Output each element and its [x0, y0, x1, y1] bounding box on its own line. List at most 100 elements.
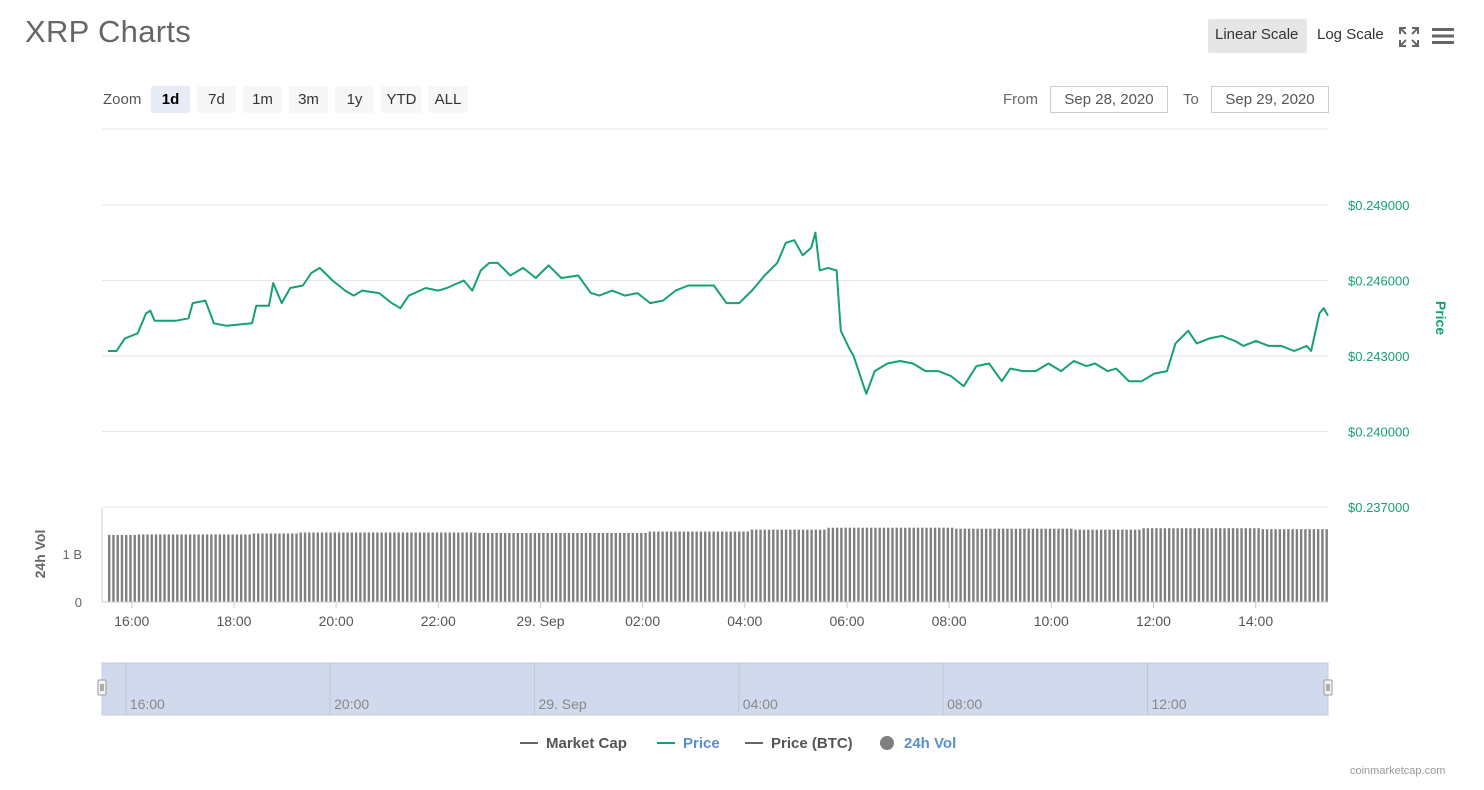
zoom-1m-button[interactable]: 1m: [243, 86, 282, 113]
volume-bar: [482, 533, 486, 602]
hamburger-menu-icon[interactable]: [1431, 25, 1455, 47]
volume-bar: [835, 527, 839, 602]
volume-bar: [806, 529, 809, 602]
volume-bar: [963, 528, 967, 602]
volume-bar: [286, 533, 290, 602]
linear-scale-button[interactable]: Linear Scale: [1208, 19, 1307, 53]
volume-bar: [1193, 528, 1196, 602]
zoom-1y-button[interactable]: 1y: [335, 86, 374, 113]
volume-bar: [1214, 528, 1218, 602]
volume-bar: [508, 533, 511, 602]
volume-bar: [1078, 529, 1081, 602]
zoom-3m-button[interactable]: 3m: [289, 86, 328, 113]
volume-bar: [154, 534, 158, 602]
volume-bar: [295, 533, 298, 602]
volume-bar: [325, 532, 328, 602]
volume-bar: [350, 532, 354, 602]
volume-bar: [1325, 529, 1328, 602]
volume-bar: [239, 534, 243, 602]
volume-bar: [891, 527, 894, 602]
navigator-range[interactable]: [101, 662, 1329, 716]
volume-bar: [440, 532, 443, 602]
legend-swatch-icon: [745, 742, 763, 745]
log-scale-button[interactable]: Log Scale: [1317, 26, 1384, 43]
volume-bar: [652, 531, 656, 602]
volume-bar: [929, 527, 932, 602]
volume-bar: [282, 533, 285, 602]
volume-bar: [133, 534, 136, 602]
legend-item-price-btc[interactable]: Price (BTC): [745, 733, 853, 755]
volume-bar: [1048, 528, 1052, 602]
volume-bar: [678, 531, 681, 602]
volume-bar: [1180, 528, 1184, 602]
volume-bar: [627, 533, 630, 602]
time-tick-label: 20:00: [319, 613, 354, 629]
zoom-1d-button[interactable]: 1d: [151, 86, 190, 113]
volume-bar: [1091, 529, 1094, 602]
volume-bar: [725, 531, 728, 602]
price-tick-label: $0.246000: [1348, 274, 1409, 289]
legend-swatch-icon: [657, 742, 675, 745]
from-date-input[interactable]: Sep 28, 2020: [1050, 86, 1168, 113]
volume-bar: [925, 527, 928, 602]
volume-bar: [648, 531, 652, 602]
navigator-left-handle[interactable]: [97, 679, 107, 696]
navigator-right-handle[interactable]: [1323, 679, 1333, 696]
fullscreen-icon[interactable]: [1398, 26, 1420, 48]
volume-bar: [567, 533, 571, 602]
legend-swatch-icon: [880, 736, 894, 751]
volume-bar: [763, 529, 766, 602]
volume-bar: [388, 532, 392, 602]
volume-bar: [491, 533, 494, 602]
volume-bar: [278, 533, 281, 602]
volume-bar: [444, 532, 447, 602]
zoom-all-button[interactable]: ALL: [428, 86, 468, 113]
volume-bar: [874, 527, 877, 602]
volume-bar: [542, 533, 545, 602]
volume-bar: [503, 533, 507, 602]
volume-bar: [337, 532, 341, 602]
volume-bar: [1018, 528, 1022, 602]
volume-bar: [1121, 529, 1124, 602]
volume-bar: [1163, 528, 1167, 602]
volume-bar: [1278, 529, 1282, 602]
volume-bar: [959, 528, 962, 602]
volume-bar: [537, 533, 541, 602]
volume-bar: [967, 528, 971, 602]
legend-item-price[interactable]: Price: [657, 733, 720, 755]
volume-bar: [218, 534, 222, 602]
volume-bar: [554, 533, 558, 602]
volume-bar: [1112, 529, 1116, 602]
legend-item-24h-vol[interactable]: 24h Vol: [880, 733, 956, 755]
zoom-ytd-button[interactable]: YTD: [381, 86, 422, 113]
volume-bar: [1133, 529, 1137, 602]
volume-bar: [635, 533, 639, 602]
volume-bar: [397, 532, 400, 602]
volume-axis: 0 1 B: [62, 508, 1328, 610]
volume-bar: [980, 528, 984, 602]
volume-bar: [942, 527, 945, 602]
to-date-input[interactable]: Sep 29, 2020: [1211, 86, 1329, 113]
volume-bar: [469, 532, 473, 602]
volume-bar: [1167, 528, 1171, 602]
volume-bar: [797, 529, 801, 602]
navigator[interactable]: 16:00 20:00 29. Sep 04:00 08:00 12:00: [97, 662, 1333, 716]
volume-bar: [827, 527, 830, 602]
volume-bar: [682, 531, 686, 602]
volume-bar: [1210, 528, 1213, 602]
volume-bar: [427, 532, 430, 602]
volume-bar: [235, 534, 239, 602]
navigator-tick-label: 08:00: [947, 696, 982, 712]
source-credit[interactable]: coinmarketcap.com: [1350, 765, 1446, 777]
volume-bar: [180, 534, 183, 602]
volume-bar: [1304, 529, 1307, 602]
volume-bar: [1142, 528, 1145, 602]
volume-bar: [844, 527, 847, 602]
volume-bar: [1231, 528, 1235, 602]
legend-item-market-cap[interactable]: Market Cap: [520, 733, 627, 755]
zoom-7d-button[interactable]: 7d: [197, 86, 236, 113]
volume-bar: [1261, 529, 1265, 602]
volume-bar: [176, 534, 179, 602]
volume-bar: [1108, 529, 1111, 602]
volume-bar: [1227, 528, 1230, 602]
